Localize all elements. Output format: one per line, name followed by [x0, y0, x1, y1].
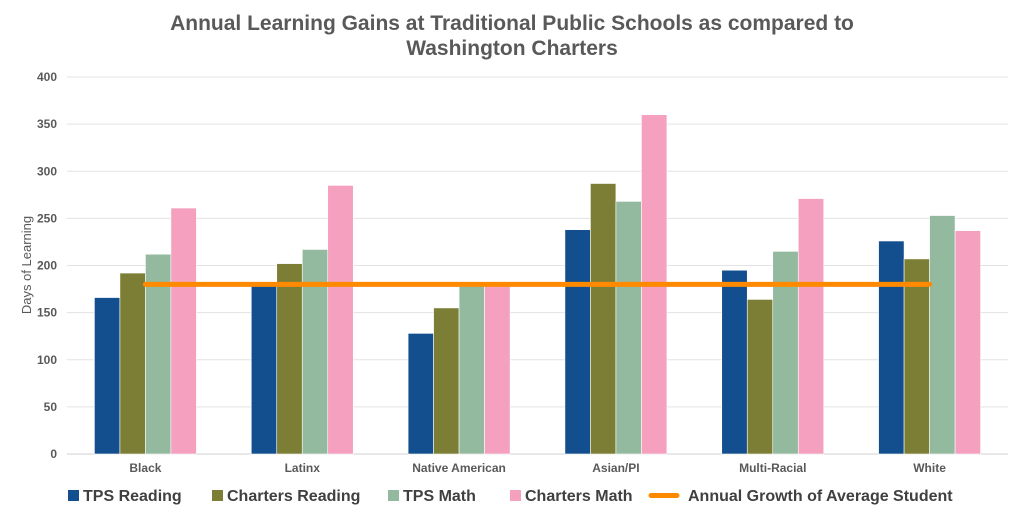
bar-charters-reading: [433, 307, 460, 455]
legend-item-label: Annual Growth of Average Student: [688, 488, 953, 505]
bar-tps-math: [615, 201, 642, 455]
bar-charters-reading: [119, 272, 146, 455]
bar-charters-math: [954, 230, 981, 455]
y-tick-label: 50: [44, 400, 58, 414]
legend-item-label: Charters Math: [525, 488, 633, 505]
bar-charters-reading: [746, 299, 774, 455]
y-tick-label: 250: [37, 211, 57, 225]
x-tick-label: Black: [129, 461, 161, 475]
legend-item-label: TPS Math: [403, 488, 476, 505]
y-tick-label: 350: [37, 117, 57, 131]
bar-tps-math: [301, 249, 329, 455]
legend-item-label: TPS Reading: [83, 488, 182, 505]
bar-tps-reading: [407, 333, 434, 455]
x-tick-label: Multi-Racial: [739, 461, 806, 475]
bar-tps-reading: [721, 269, 748, 455]
bar-tps-reading: [564, 229, 591, 455]
bar-tps-reading: [250, 285, 278, 455]
x-tick-label: Asian/PI: [592, 461, 639, 475]
y-tick-label: 300: [37, 164, 57, 178]
bar-charters-math: [170, 207, 197, 455]
bar-charters-reading: [276, 263, 303, 455]
x-tick-label: White: [913, 461, 946, 475]
legend-item-label: Charters Reading: [227, 488, 360, 505]
bar-tps-reading: [94, 297, 121, 455]
bar-charters-reading: [590, 183, 617, 455]
legend-swatch: [68, 490, 79, 501]
legend-swatch: [388, 490, 399, 501]
x-tick-label: Latinx: [285, 461, 321, 475]
bar-charters-math: [797, 198, 825, 455]
bar-charters-math: [484, 285, 511, 455]
bar-tps-math: [772, 251, 799, 455]
bar-charters-reading: [903, 258, 930, 455]
chart-title-line-2: Washington Charters: [406, 37, 618, 60]
x-tick-label: Native American: [412, 461, 506, 475]
y-tick-label: 200: [37, 259, 57, 273]
y-tick-label: 400: [37, 70, 57, 84]
y-tick-label: 150: [37, 306, 57, 320]
legend-swatch: [212, 490, 223, 501]
bar-tps-math: [458, 285, 485, 455]
y-tick-label: 100: [37, 353, 57, 367]
bar-tps-reading: [878, 240, 905, 455]
bar-tps-math: [929, 215, 956, 455]
y-tick-label: 0: [50, 447, 57, 461]
chart-title-line-1: Annual Learning Gains at Traditional Pub…: [170, 12, 854, 35]
y-axis-label: Days of Learning: [19, 216, 34, 314]
legend-swatch: [510, 490, 521, 501]
bar-charters-math: [327, 185, 354, 455]
